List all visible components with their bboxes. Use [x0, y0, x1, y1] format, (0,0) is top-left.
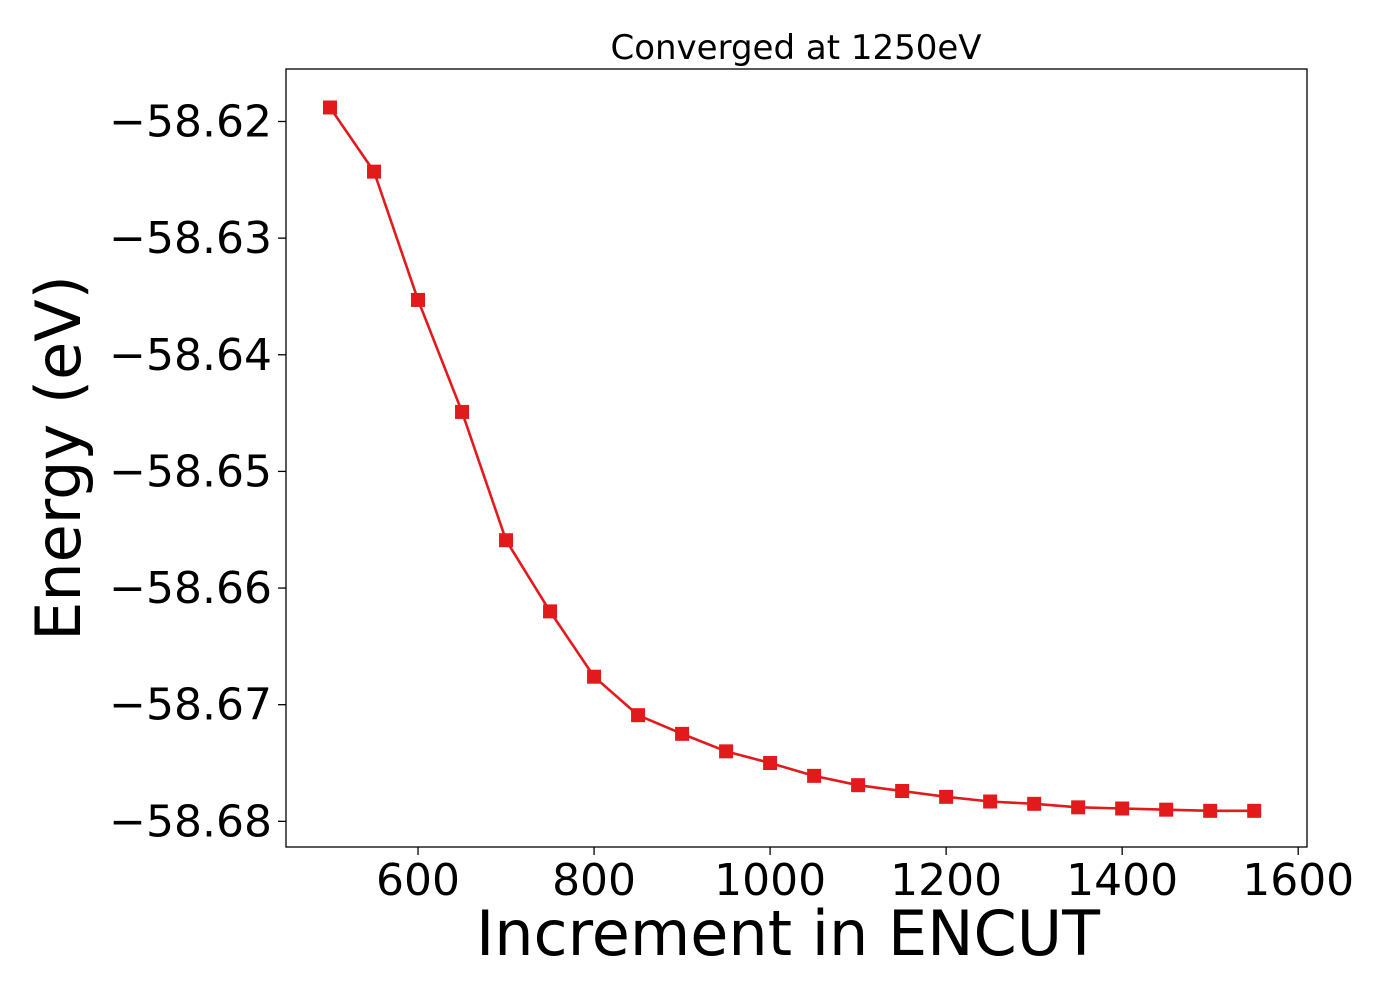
y-tick-label: −58.65 [109, 446, 272, 497]
x-tick-label: 1000 [714, 855, 826, 906]
y-tick-label: −58.66 [109, 563, 272, 614]
chart-title: Converged at 1250eV [610, 28, 981, 68]
data-point-marker [1027, 796, 1042, 811]
x-axis-ticks: 600 800 1000 1200 1400 1600 [376, 847, 1354, 906]
data-point-marker [851, 778, 866, 793]
data-point-marker [763, 756, 778, 771]
y-tick-label: −58.62 [109, 96, 272, 147]
y-tick-label: −58.67 [109, 680, 272, 731]
data-point-marker [719, 744, 734, 759]
data-point-marker [675, 726, 690, 741]
y-axis-label: Energy (eV) [22, 275, 95, 641]
x-tick-label: 1200 [890, 855, 1002, 906]
data-point-marker [939, 789, 954, 804]
data-point-marker [1071, 800, 1086, 815]
data-point-marker [499, 533, 514, 548]
data-point-marker [1115, 801, 1130, 816]
y-tick-label: −58.68 [109, 796, 272, 847]
data-point-marker [631, 708, 646, 723]
data-point-marker [543, 604, 558, 619]
x-tick-label: 1600 [1242, 855, 1354, 906]
y-axis-ticks: −58.62 −58.63 −58.64 −58.65 −58.66 −58.67 −58.… [109, 96, 286, 847]
data-point-marker [411, 292, 426, 307]
data-point-marker [455, 404, 470, 419]
data-point-marker [1247, 803, 1262, 818]
data-point-marker [983, 794, 998, 809]
data-point-marker [895, 784, 910, 799]
x-axis-label: Increment in ENCUT [476, 897, 1101, 970]
x-tick-label: 800 [552, 855, 636, 906]
data-point-marker [367, 164, 382, 179]
data-point-marker [323, 100, 338, 115]
data-point-marker [1159, 802, 1174, 817]
series-layer [323, 100, 1262, 818]
data-point-marker [1203, 803, 1218, 818]
data-point-marker [587, 669, 602, 684]
y-tick-label: −58.64 [109, 330, 272, 381]
series-line [328, 106, 1255, 813]
x-tick-label: 1400 [1066, 855, 1178, 906]
plot-area-frame [285, 68, 1308, 848]
x-tick-label: 600 [376, 855, 460, 906]
y-tick-label: −58.63 [109, 213, 272, 264]
data-point-marker [807, 768, 822, 783]
